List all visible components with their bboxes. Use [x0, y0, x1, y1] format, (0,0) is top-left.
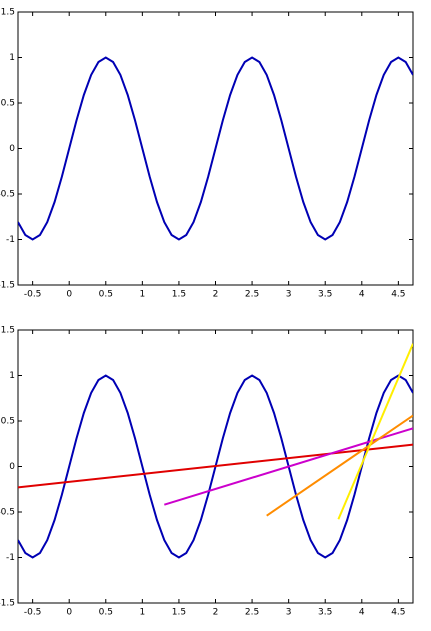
x-tick-label: 3.5	[318, 290, 332, 300]
y-tick-label: -0.5	[0, 190, 15, 200]
y-tick-label: 0	[9, 462, 15, 472]
x-tick-label: 3.5	[318, 608, 332, 618]
x-tick-label: 1.5	[172, 290, 186, 300]
x-tick-label: 1	[139, 290, 145, 300]
series-line	[337, 343, 413, 520]
x-tick-label: 0.5	[99, 290, 113, 300]
y-tick-label: -0.5	[0, 508, 15, 518]
x-tick-label: 4	[359, 290, 365, 300]
y-tick-label: 0	[9, 144, 15, 154]
x-tick-label: 2	[213, 290, 219, 300]
y-tick-label: -1	[6, 235, 15, 245]
x-tick-label: -0.5	[24, 608, 42, 618]
x-tick-label: 0	[66, 290, 72, 300]
series-line	[18, 56, 413, 241]
series-line	[18, 443, 413, 489]
series-line	[164, 427, 413, 506]
x-tick-label: 2.5	[245, 608, 259, 618]
x-tick-label: 4	[359, 608, 365, 618]
x-tick-label: 3	[286, 608, 292, 618]
x-tick-label: 1.5	[172, 608, 186, 618]
x-tick-label: 3	[286, 290, 292, 300]
y-tick-label: 0.5	[1, 417, 15, 427]
y-tick-label: 0.5	[1, 99, 15, 109]
x-tick-label: 4.5	[391, 290, 405, 300]
x-tick-label: 0.5	[99, 608, 113, 618]
x-tick-label: 1	[139, 608, 145, 618]
y-tick-label: 1.5	[1, 326, 15, 336]
x-tick-label: -0.5	[24, 290, 42, 300]
y-tick-label: 1	[9, 53, 15, 63]
y-tick-label: -1.5	[0, 281, 15, 291]
y-tick-label: 1.5	[1, 8, 15, 18]
x-tick-label: 0	[66, 608, 72, 618]
x-tick-label: 2.5	[245, 290, 259, 300]
x-tick-label: 2	[213, 608, 219, 618]
x-tick-label: 4.5	[391, 608, 405, 618]
y-tick-label: -1.5	[0, 599, 15, 609]
series-line	[266, 414, 413, 517]
y-tick-label: -1	[6, 553, 15, 563]
y-tick-label: 1	[9, 371, 15, 381]
